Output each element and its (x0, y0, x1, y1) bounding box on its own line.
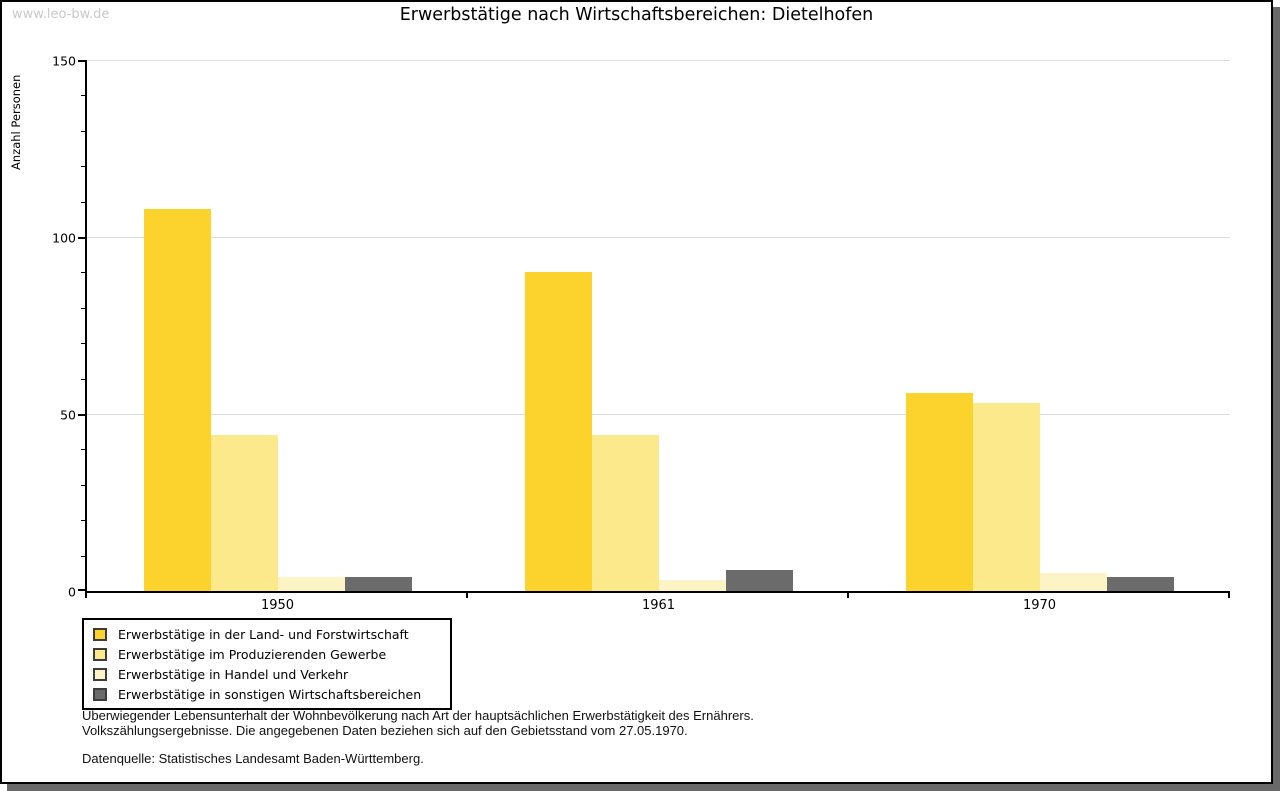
gridline-50 (87, 414, 1230, 415)
source-text: Datenquelle: Statistisches Landesamt Bad… (82, 751, 424, 766)
bar-1970-series4 (1106, 577, 1174, 591)
y-axis-title: Anzahl Personen (9, 74, 23, 170)
gridline-100 (87, 237, 1230, 238)
y-minor-tick-60 (81, 378, 85, 380)
y-tick-label-0: 0 (68, 584, 76, 600)
y-tick-label-50: 50 (60, 407, 76, 423)
y-minor-tick-10 (81, 555, 85, 557)
x-boundary-tick-0 (85, 593, 87, 598)
y-minor-tick-90 (81, 272, 85, 274)
legend-item-4: Erwerbstätige in sonstigen Wirtschaftsbe… (93, 684, 444, 704)
x-tick-label-1970: 1970 (1022, 598, 1057, 613)
legend-label: Erwerbstätige im Produzierenden Gewerbe (118, 646, 387, 662)
watermark-text: www.leo-bw.de (12, 7, 110, 22)
y-major-tick-50 (78, 414, 85, 416)
bar-1961-series2 (591, 435, 659, 591)
legend-box: Erwerbstätige in der Land- und Forstwirt… (82, 618, 452, 710)
bar-1970-series1 (905, 393, 973, 591)
legend-swatch-icon (93, 627, 107, 641)
y-minor-tick-40 (81, 449, 85, 451)
bar-1950-series4 (344, 577, 412, 591)
y-minor-tick-70 (81, 343, 85, 345)
bar-1950-series3 (277, 577, 345, 591)
legend-swatch-icon (93, 647, 107, 661)
bar-1961-series4 (725, 570, 793, 591)
bar-1961-series1 (524, 272, 592, 591)
y-minor-tick-80 (81, 307, 85, 309)
y-minor-tick-130 (81, 130, 85, 132)
y-minor-tick-140 (81, 95, 85, 97)
footnote-text: Überwiegender Lebensunterhalt der Wohnbe… (82, 708, 754, 738)
y-minor-tick-20 (81, 520, 85, 522)
x-tick-label-1961: 1961 (641, 598, 676, 613)
legend-swatch-icon (93, 667, 107, 681)
y-minor-tick-120 (81, 166, 85, 168)
legend-item-3: Erwerbstätige in Handel und Verkehr (93, 664, 444, 684)
bar-1950-series2 (210, 435, 278, 591)
legend-label: Erwerbstätige in sonstigen Wirtschaftsbe… (118, 686, 422, 702)
y-major-tick-0 (78, 589, 85, 591)
y-minor-tick-30 (81, 484, 85, 486)
gridline-150 (87, 60, 1230, 61)
plot-area: 0 50 100 150 1950 1961 1970 (52, 54, 1230, 613)
x-axis-line (85, 591, 1230, 593)
y-tick-label-100: 100 (52, 230, 76, 246)
x-boundary-tick-1 (466, 593, 468, 598)
legend-label: Erwerbstätige in der Land- und Forstwirt… (118, 626, 409, 642)
footnote-line-2: Volkszählungsergebnisse. Die angegebenen… (82, 722, 688, 738)
chart-title: Erwerbstätige nach Wirtschaftsbereichen:… (399, 5, 874, 25)
y-axis-line (85, 60, 87, 593)
legend-item-1: Erwerbstätige in der Land- und Forstwirt… (93, 624, 444, 644)
legend-swatch-icon (93, 687, 107, 701)
x-boundary-tick-2 (847, 593, 849, 598)
bar-1961-series3 (658, 580, 726, 591)
y-major-tick-100 (78, 237, 85, 239)
x-boundary-tick-3 (1228, 593, 1230, 598)
legend-label: Erwerbstätige in Handel und Verkehr (118, 666, 349, 682)
legend-item-2: Erwerbstätige im Produzierenden Gewerbe (93, 644, 444, 664)
bar-1970-series2 (972, 403, 1040, 591)
footnote-line-1: Überwiegender Lebensunterhalt der Wohnbe… (82, 708, 754, 723)
y-major-tick-150 (78, 60, 85, 62)
bar-1950-series1 (143, 209, 211, 591)
x-tick-label-1950: 1950 (260, 598, 295, 613)
y-minor-tick-110 (81, 201, 85, 203)
y-tick-label-150: 150 (52, 53, 76, 69)
bar-1970-series3 (1039, 573, 1107, 591)
